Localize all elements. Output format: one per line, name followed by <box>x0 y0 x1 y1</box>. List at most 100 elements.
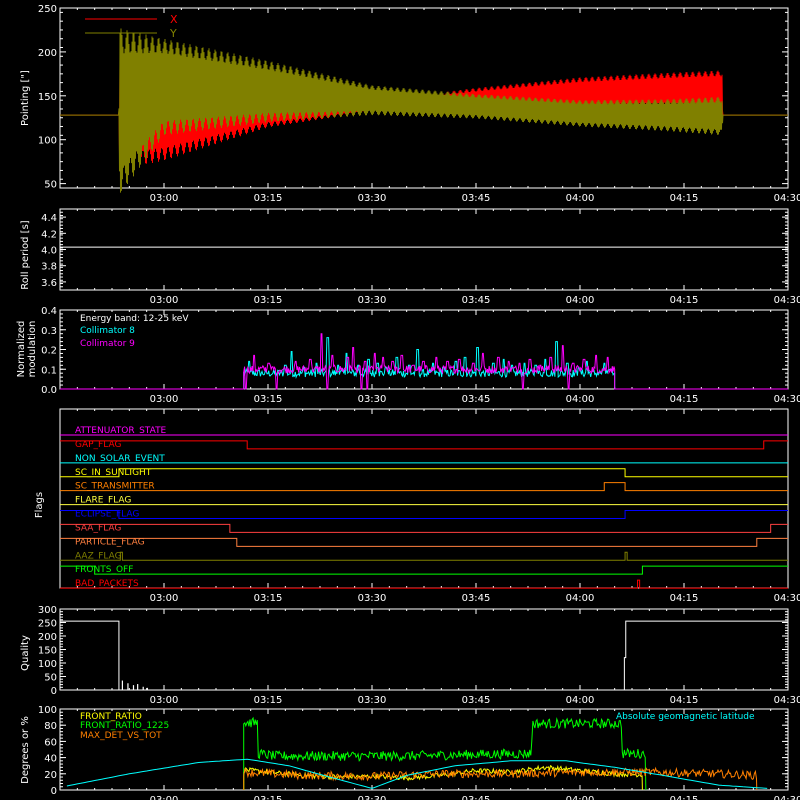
flag-eclipse-flag-line <box>60 510 788 519</box>
modulation-xtick-label: 04:00 <box>566 394 595 405</box>
pointing-y-line <box>60 28 788 193</box>
flag-sc-in-sunlight-line <box>60 468 788 478</box>
energy-band-annotation: Energy band: 12-25 keV <box>80 314 189 324</box>
ratios-xtick-label: 03:15 <box>254 795 283 800</box>
roll-period-xtick-label: 03:45 <box>462 295 491 306</box>
flags-panel: Flags 03:00 03:15 03:30 03:45 04:00 04:15 04:3… <box>34 408 800 604</box>
flags-xtick-label: 04:15 <box>670 593 699 604</box>
ratios-ytick-label: 20 <box>44 770 57 781</box>
legend-front-ratio: FRONT_RATIO <box>80 712 142 722</box>
pointing-ytick-label: 50 <box>44 180 57 191</box>
ratios-xtick-label: 03:30 <box>358 795 387 800</box>
flag-fronts-off-line <box>60 565 788 575</box>
ratios-xtick-label: 04:15 <box>670 795 699 800</box>
quality-xtick-label: 04:00 <box>566 695 595 706</box>
ratios-xtick-label: 03:00 <box>150 795 179 800</box>
legend-collimator-8: Collimator 8 <box>80 326 135 336</box>
ratios-xtick-label: 04:00 <box>566 795 595 800</box>
ratios-ytick-label: 80 <box>44 721 57 732</box>
flag-sc-transmitter-label: SC_TRANSMITTER <box>75 482 155 492</box>
ratio-max-det-vs-tot-line <box>243 766 758 791</box>
flags-xtick-label: 03:15 <box>254 593 283 604</box>
roll-period-ytick-label: 4.4 <box>41 213 57 224</box>
pointing-xtick-label: 03:15 <box>254 193 283 204</box>
modulation-xtick-label: 03:30 <box>358 394 387 405</box>
ratio-front-ratio-1225-line <box>243 716 647 791</box>
flags-xtick-label: 03:45 <box>462 593 491 604</box>
flag-sc-in-sunlight-label: SC_IN_SUNLIGHT <box>75 468 152 478</box>
quality-ytick-label: 250 <box>38 619 57 630</box>
quality-panel: Quality 03:00 03:15 03:30 03:45 04:00 04:15 04… <box>20 605 800 706</box>
quality-xtick-label: 03:00 <box>150 695 179 706</box>
ratio-absolute-geomagnetic-latitude-line <box>66 758 768 789</box>
quality-ytick-label: 50 <box>44 673 57 684</box>
flag-saa-flag-line <box>60 523 788 533</box>
modulation-xtick-label: 04:15 <box>670 394 699 405</box>
quality-ytick-label: 100 <box>38 659 57 670</box>
modulation-ylabel-line2: modulation <box>27 321 38 378</box>
pointing-xtick-label: 04:15 <box>670 193 699 204</box>
flag-aaz-flag-label: AAZ_FLAG <box>75 551 122 561</box>
flag-eclipse-flag-label: ECLIPSE_FLAG <box>75 510 139 520</box>
flag-particle-flag-label: PARTICLE_FLAG <box>75 537 145 547</box>
flags-ylabel: Flags <box>34 492 45 518</box>
quality-xtick-label: 04:15 <box>670 695 699 706</box>
pointing-xtick-label: 04:30 <box>774 193 800 204</box>
flags-xtick-label: 03:00 <box>150 593 179 604</box>
roll-period-panel: Roll period [s] 03:00 03:15 03:30 03:45 04:0… <box>20 208 800 306</box>
flag-bad-packets-line <box>60 579 788 589</box>
pointing-xtick-label: 04:00 <box>566 193 595 204</box>
modulation-collimator-9-line <box>60 333 788 390</box>
quality-ytick-label: 300 <box>38 605 57 616</box>
roll-period-ytick-label: 4.2 <box>41 229 57 240</box>
modulation-ytick-label: 0.4 <box>41 306 57 317</box>
ratios-ytick-label: 0 <box>51 786 57 797</box>
flag-aaz-flag-line <box>60 551 788 561</box>
quality-ytick-label: 0 <box>51 686 57 697</box>
roll-period-ytick-label: 3.6 <box>41 278 57 289</box>
legend-collimator-9: Collimator 9 <box>80 339 135 349</box>
pointing-ytick-label: 150 <box>38 92 57 103</box>
ratios-ytick-label: 40 <box>44 754 57 765</box>
flags-xtick-label: 03:30 <box>358 593 387 604</box>
roll-period-xtick-label: 04:00 <box>566 295 595 306</box>
roll-period-xtick-label: 04:30 <box>774 295 800 306</box>
modulation-ylabel-line1: Normalized <box>16 321 27 378</box>
modulation-ytick-label: 0.3 <box>41 326 57 337</box>
pointing-ylabel: Pointing ["] <box>20 70 31 126</box>
roll-period-xtick-label: 03:30 <box>358 295 387 306</box>
ratios-panel: Degrees or % Absolute geomagnetic latitu… <box>20 705 800 800</box>
ratios-xtick-label: 04:30 <box>774 795 800 800</box>
roll-period-xtick-label: 03:15 <box>254 295 283 306</box>
flag-flare-flag-label: FLARE_FLAG <box>75 496 131 506</box>
roll-period-ylabel: Roll period [s] <box>20 220 31 289</box>
pointing-xtick-label: 03:00 <box>150 193 179 204</box>
quality-xtick-label: 03:30 <box>358 695 387 706</box>
flag-particle-flag-line <box>60 537 788 547</box>
flag-bad-packets-label: BAD_PACKETS <box>75 579 139 589</box>
flag-gap-flag-label: GAP_FLAG <box>75 440 121 450</box>
quality-ylabel: Quality <box>20 635 31 671</box>
flag-attenuator-state-label: ATTENUATOR_STATE <box>75 426 167 436</box>
quality-xtick-label: 03:15 <box>254 695 283 706</box>
modulation-ytick-label: 0.1 <box>41 365 57 376</box>
legend-y-label: Y <box>169 27 177 40</box>
quality-xtick-label: 04:30 <box>774 695 800 706</box>
pointing-panel: Pointing ["] X 03:00 03:15 03:30 03:45 04:00… <box>20 4 800 204</box>
flags-xtick-label: 04:00 <box>566 593 595 604</box>
roll-period-ytick-label: 3.8 <box>41 262 57 273</box>
flag-non-solar-event-label: NON_SOLAR_EVENT <box>75 454 165 464</box>
pointing-ytick-label: 200 <box>38 48 57 59</box>
quality-line <box>60 620 788 691</box>
quality-ytick-label: 200 <box>38 632 57 643</box>
legend-front-ratio-1225: FRONT_RATIO_1225 <box>80 721 169 731</box>
flag-gap-flag-line <box>60 440 788 450</box>
flag-saa-flag-label: SAA_FLAG <box>75 523 121 533</box>
roll-period-xtick-label: 03:00 <box>150 295 179 306</box>
modulation-ytick-label: 0.2 <box>41 346 57 357</box>
roll-period-ytick-label: 4.0 <box>41 246 57 257</box>
ratios-ytick-label: 60 <box>44 737 57 748</box>
modulation-xtick-label: 04:30 <box>774 394 800 405</box>
geomag-latitude-annotation: Absolute geomagnetic latitude <box>616 712 755 722</box>
